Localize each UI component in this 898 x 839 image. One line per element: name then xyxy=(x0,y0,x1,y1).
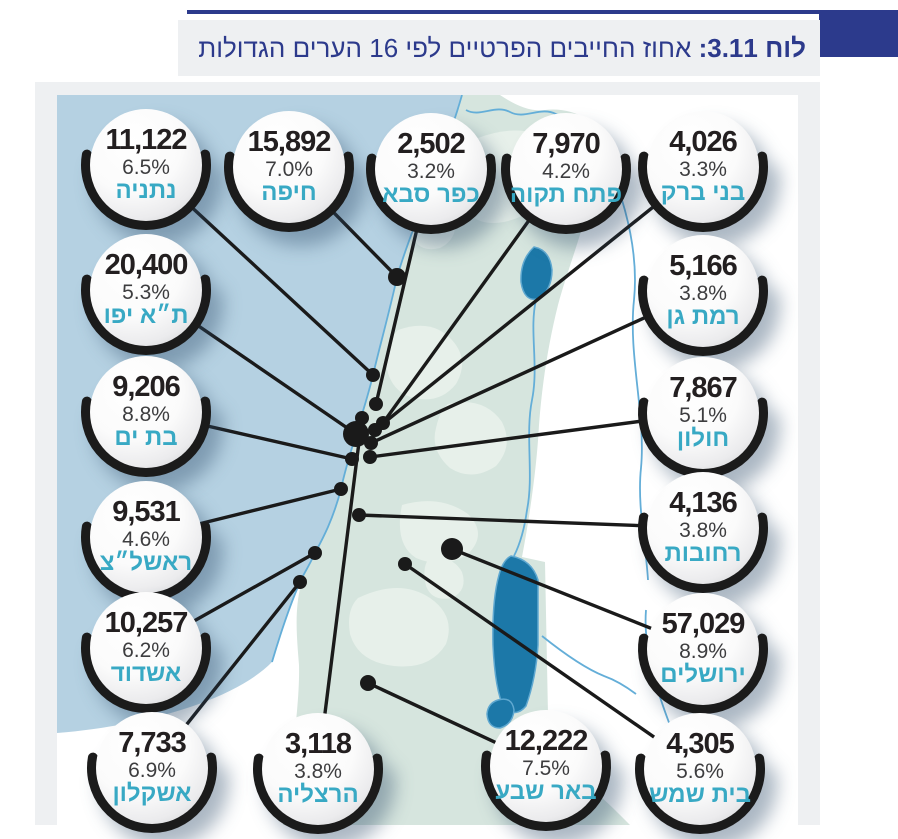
city-dot xyxy=(334,482,348,496)
city-dot xyxy=(398,557,412,571)
city-dot xyxy=(308,546,322,560)
city-dot xyxy=(364,436,378,450)
city-dot xyxy=(363,450,377,464)
figure-number: לוח 3.11: xyxy=(698,33,806,63)
city-dot xyxy=(360,675,376,691)
city-dot xyxy=(366,368,380,382)
city-dot xyxy=(441,538,463,560)
city-dots xyxy=(293,268,463,691)
dead-sea-east-line xyxy=(541,635,637,695)
jordan-river xyxy=(513,299,537,557)
city-dot xyxy=(368,423,382,437)
israel-map xyxy=(57,95,710,825)
top-accent-block xyxy=(819,12,898,57)
city-dot xyxy=(343,421,369,447)
city-dot xyxy=(369,397,383,411)
figure-title-text: אחוז החייבים הפרטיים לפי 16 הערים הגדולו… xyxy=(198,33,692,63)
top-accent-line xyxy=(187,10,898,14)
eastern-border-south xyxy=(644,609,710,825)
map-panel xyxy=(57,95,798,825)
figure-title: לוח 3.11: אחוז החייבים הפרטיים לפי 16 הע… xyxy=(198,35,806,61)
city-dot xyxy=(352,508,366,522)
connector-line xyxy=(316,417,364,770)
city-dot xyxy=(388,268,406,286)
city-dot xyxy=(293,575,307,589)
city-dot xyxy=(345,452,359,466)
eastern-border-north xyxy=(591,123,649,581)
city-dot xyxy=(355,411,369,425)
figure-title-bar: לוח 3.11: אחוז החייבים הפרטיים לפי 16 הע… xyxy=(178,20,820,76)
